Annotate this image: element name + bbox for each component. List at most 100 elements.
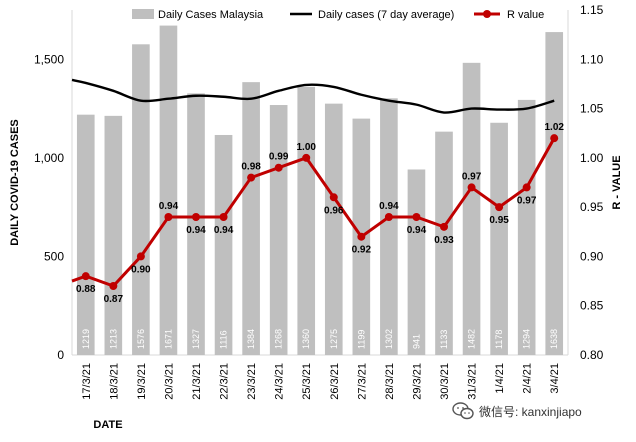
date-tick-label: 1/4/21 — [494, 363, 506, 394]
legend-label-seven-day-average: Daily cases (7 day average) — [318, 9, 454, 21]
right-tick-label: 0.90 — [580, 249, 604, 263]
date-tick-label: 27/3/21 — [356, 363, 368, 400]
date-tick-label: 26/3/21 — [329, 363, 341, 400]
bar — [214, 134, 233, 355]
r-value-point — [522, 183, 531, 192]
bar-value-label: 1219 — [81, 329, 91, 349]
r-value-point — [164, 213, 173, 221]
date-tick-label: 28/3/21 — [384, 363, 396, 400]
bar-value-label: 1302 — [384, 329, 394, 349]
seven-day-average-line — [71, 78, 555, 114]
left-axis-title: DAILY COVID-19 CASES — [9, 119, 21, 246]
r-value-point — [81, 272, 90, 281]
watermark-text: 微信号: kanxinjiapo — [479, 404, 582, 419]
r-value-label: 0.88 — [76, 284, 96, 295]
r-value-label: 0.97 — [462, 171, 482, 182]
bar — [76, 114, 95, 355]
r-value-label: 1.00 — [296, 142, 316, 153]
date-tick-label: 18/3/21 — [108, 363, 120, 400]
date-tick-label: 17/3/21 — [81, 363, 93, 400]
r-value-point — [247, 173, 256, 182]
r-value-point — [495, 203, 504, 212]
right-tick-label: 1.10 — [580, 52, 604, 66]
right-tick-label: 1.15 — [580, 3, 604, 17]
right-tick-label: 0.80 — [580, 348, 604, 362]
r-value-label: 0.87 — [104, 294, 124, 305]
r-value-label: 0.94 — [159, 201, 179, 212]
legend: Daily Cases Malaysia Daily cases (7 day a… — [132, 9, 544, 21]
r-value-point — [357, 232, 366, 241]
date-tick-label: 24/3/21 — [274, 363, 286, 400]
bar-value-label: 1178 — [494, 330, 504, 349]
r-value-label: 0.93 — [434, 235, 454, 246]
right-tick-label: 1.00 — [580, 151, 604, 165]
date-tick-label: 31/3/21 — [467, 363, 479, 400]
bar — [545, 32, 564, 356]
bar-value-label: 1384 — [246, 329, 256, 349]
axes: 0 500 1,000 1,500 0.80 0.85 0.90 0.95 1.00 1.05 1.… — [9, 3, 623, 431]
r-value-point — [136, 252, 145, 261]
date-tick-label: 22/3/21 — [219, 363, 231, 400]
right-tick-label: 1.05 — [580, 102, 604, 116]
bar — [435, 131, 453, 355]
right-tick-label: 0.95 — [580, 200, 604, 214]
bar-value-label: 941 — [411, 334, 421, 349]
r-value-point — [274, 163, 283, 172]
r-value-point — [219, 213, 228, 221]
r-value-point — [467, 183, 476, 192]
bar — [490, 122, 508, 355]
r-value-point — [440, 222, 448, 231]
bar-value-label: 1133 — [439, 330, 449, 349]
r-value-label: 0.98 — [241, 162, 261, 173]
bar — [159, 25, 178, 356]
left-tick-label: 1,000 — [34, 151, 64, 165]
bar-value-label: 1116 — [219, 330, 229, 349]
r-value-label: 0.90 — [131, 264, 151, 275]
bar — [104, 115, 123, 355]
plot-area — [71, 10, 569, 356]
r-value-point — [302, 153, 311, 162]
bar — [462, 62, 481, 355]
bar-value-label: 1327 — [191, 329, 201, 349]
r-value-label: 0.94 — [407, 225, 427, 236]
data-labels: 0.88 0.87 0.90 0.94 0.94 0.94 0.98 0.99 1.00 0.96… — [76, 122, 564, 305]
left-tick-label: 0 — [57, 348, 64, 362]
wechat-icon — [452, 402, 474, 420]
r-value-point — [412, 213, 421, 221]
date-tick-label: 19/3/21 — [136, 363, 148, 400]
watermark: 微信号: kanxinjiapo — [452, 401, 582, 421]
legend-marker-r-value — [483, 10, 491, 18]
r-value-point — [329, 193, 338, 202]
bar-value-label: 1671 — [163, 329, 173, 349]
x-axis-title: DATE — [93, 419, 122, 431]
r-value-label: 0.96 — [324, 205, 344, 216]
bar-value-label: 1576 — [136, 329, 146, 349]
r-value-point — [109, 282, 118, 290]
r-value-label: 0.94 — [379, 201, 399, 212]
bar-value-label: 1294 — [522, 329, 532, 349]
r-value-point — [192, 213, 200, 221]
bar — [187, 93, 205, 356]
right-tick-label: 0.85 — [580, 299, 604, 313]
bar — [407, 169, 426, 355]
date-tick-label: 30/3/21 — [439, 363, 451, 400]
r-value-label: 0.94 — [214, 225, 234, 236]
r-value-point — [550, 134, 559, 143]
bar — [380, 98, 398, 355]
r-value-point — [384, 213, 393, 221]
bar — [242, 82, 260, 355]
date-tick-label: 23/3/21 — [246, 363, 258, 400]
right-axis-title: R - VALUE — [611, 155, 623, 209]
r-value-label: 0.94 — [186, 225, 206, 236]
legend-label-r-value: R value — [507, 9, 544, 21]
legend-swatch-daily-cases — [132, 9, 154, 19]
r-value-label: 1.02 — [544, 122, 564, 133]
bar-value-label: 1275 — [329, 329, 339, 349]
r-value-label: 0.95 — [489, 215, 509, 226]
r-value-label: 0.92 — [352, 245, 372, 256]
date-tick-label: 25/3/21 — [301, 363, 313, 400]
date-tick-label: 2/4/21 — [522, 363, 534, 394]
bar — [324, 103, 343, 356]
bar — [269, 105, 288, 355]
